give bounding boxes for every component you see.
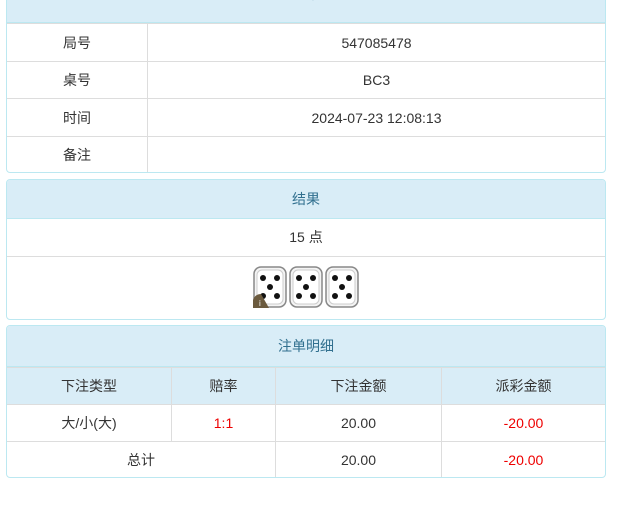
- header-payout: 派彩金额: [441, 367, 605, 405]
- table-row: 时间 2024-07-23 12:08:13: [7, 98, 605, 137]
- order-panel-header: 注单: [7, 0, 605, 23]
- header-bet-type: 下注类型: [7, 367, 172, 405]
- odds: 1:1: [171, 404, 276, 442]
- payout: -20.00: [441, 404, 605, 442]
- table-value: BC3: [147, 61, 605, 99]
- result-panel-header: 结果: [7, 180, 605, 219]
- die-icon: [289, 266, 323, 308]
- bet-amount: 20.00: [275, 404, 442, 442]
- svg-text:i: i: [259, 299, 261, 308]
- round-value: 547085478: [147, 23, 605, 62]
- header-odds: 赔率: [171, 367, 276, 405]
- time-label: 时间: [7, 98, 148, 137]
- time-value: 2024-07-23 12:08:13: [147, 98, 605, 137]
- table-header-row: 下注类型 赔率 下注金额 派彩金额: [7, 367, 605, 405]
- remark-value: [147, 136, 605, 172]
- table-row: 局号 547085478: [7, 23, 605, 62]
- total-row: 总计 20.00 -20.00: [7, 441, 605, 477]
- die-icon: i: [253, 266, 287, 308]
- detail-panel-header: 注单明细: [7, 326, 605, 367]
- table-row: 桌号 BC3: [7, 61, 605, 99]
- table-row: 大/小(大) 1:1 20.00 -20.00: [7, 404, 605, 442]
- bet-type: 大/小(大): [7, 404, 172, 442]
- total-payout: -20.00: [441, 441, 605, 477]
- header-bet-amount: 下注金额: [275, 367, 442, 405]
- table-label: 桌号: [7, 61, 148, 99]
- total-label: 总计: [7, 441, 276, 477]
- dice-row: i: [7, 257, 605, 319]
- die-icon: [325, 266, 359, 308]
- detail-table: 下注类型 赔率 下注金额 派彩金额 大/小(大) 1:1 20.00 -20.0…: [7, 367, 605, 477]
- table-row: 备注: [7, 136, 605, 172]
- detail-panel: 注单明细 下注类型 赔率 下注金额 派彩金额 大/小(大) 1:1 20.00 …: [6, 325, 606, 478]
- remark-label: 备注: [7, 136, 148, 172]
- result-points: 15 点: [7, 219, 605, 257]
- order-table: 局号 547085478 桌号 BC3 时间 2024-07-23 12:08:13 …: [7, 23, 605, 172]
- total-amount: 20.00: [275, 441, 442, 477]
- result-panel: 结果 15 点 i: [6, 179, 606, 320]
- round-label: 局号: [7, 23, 148, 62]
